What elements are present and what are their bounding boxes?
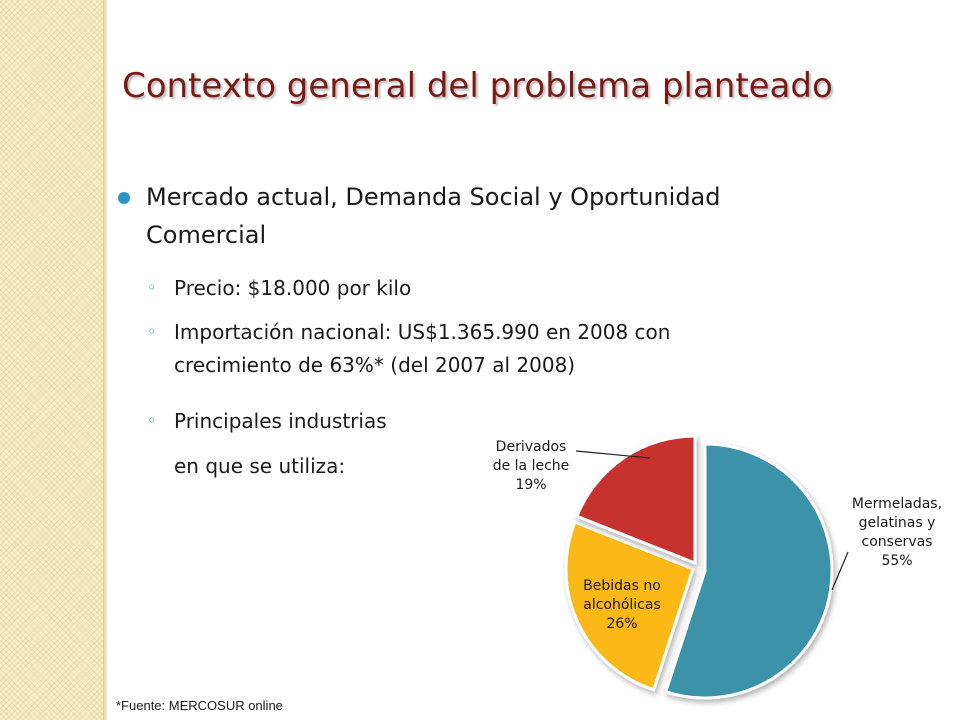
bullet-main: Mercado actual, Demanda Social y Oportun… (146, 178, 906, 254)
pie-label-line: gelatinas y (859, 515, 936, 531)
sub-bullet-ring-icon: ◦ (147, 322, 157, 341)
pie-label-line: 26% (606, 616, 637, 632)
pie-label-line: alcohólicas (583, 597, 661, 613)
sub-bullet-ring-icon: ◦ (147, 411, 157, 430)
pie-label-line: de la leche (493, 458, 570, 474)
sub-bullet-industries-line1: Principales industrias (174, 409, 387, 433)
leader-line-jams (831, 551, 849, 591)
pie-label-line: conservas (862, 534, 933, 550)
source-footnote: *Fuente: MERCOSUR online (116, 698, 283, 713)
pie-label-jams: Mermeladas, gelatinas y conservas 55% (852, 496, 942, 569)
sub-bullet-import-line2: crecimiento de 63%* (del 2007 al 2008) (174, 353, 576, 377)
side-band-edge (103, 0, 107, 720)
bullet-dot-icon (118, 192, 130, 204)
pie-label-line: Derivados (496, 439, 567, 455)
pie-slice-beverages (564, 520, 695, 692)
pie-label-line: Mermeladas, (852, 496, 942, 512)
pie-label-beverages: Bebidas no alcohólicas 26% (583, 578, 661, 632)
slide-title: Contexto general del problema planteado (122, 66, 833, 106)
decorative-side-band (0, 0, 103, 720)
sub-bullet-import-line1: Importación nacional: US$1.365.990 en 20… (174, 320, 671, 344)
pie-label-line: 19% (515, 477, 546, 493)
pie-label-dairy: Derivados de la leche 19% (493, 439, 570, 493)
sub-bullet-industries: Principales industrias en que se utiliza… (174, 405, 894, 483)
sub-bullet-ring-icon: ◦ (147, 278, 157, 297)
bullet-main-line1: Mercado actual, Demanda Social y Oportun… (146, 183, 721, 211)
sub-bullet-industries-line2: en que se utiliza: (174, 454, 346, 478)
sub-bullet-import: Importación nacional: US$1.365.990 en 20… (174, 316, 894, 382)
leader-line-dairy (575, 450, 651, 459)
bullet-main-line2: Comercial (146, 221, 267, 249)
sub-bullet-price: Precio: $18.000 por kilo (174, 276, 412, 300)
pie-label-line: Bebidas no (583, 578, 661, 594)
pie-slice-dairy (574, 434, 697, 566)
pie-slice-jams (663, 442, 834, 700)
pie-label-line: 55% (881, 553, 912, 569)
